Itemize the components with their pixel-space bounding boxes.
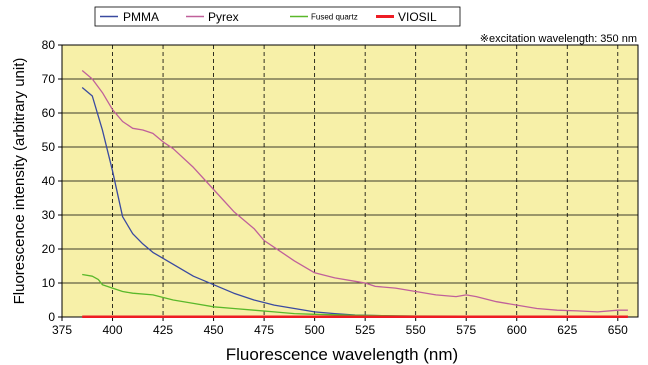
x-tick-label: 400 (103, 323, 123, 337)
y-tick-label: 30 (42, 208, 56, 222)
legend: PMMA Pyrex Fused quartz VIOSIL (94, 6, 461, 27)
x-tick-label: 425 (153, 323, 173, 337)
x-tick-label: 650 (608, 323, 628, 337)
x-axis-title: Fluorescence wavelength (nm) (226, 345, 458, 364)
legend-label-pmma: PMMA (123, 10, 159, 24)
legend-box (94, 6, 461, 27)
x-tick-label: 625 (557, 323, 577, 337)
y-tick-label: 40 (42, 174, 56, 188)
x-tick-label: 575 (456, 323, 476, 337)
x-tick-label: 475 (254, 323, 274, 337)
x-tick-label: 375 (52, 323, 72, 337)
series-line-pyrex (81, 70, 628, 313)
y-tick-label: 20 (42, 242, 56, 256)
legend-label-viosil: VIOSIL (398, 10, 437, 24)
x-tick-label: 600 (507, 323, 527, 337)
x-tick-label: 550 (406, 323, 426, 337)
y-tick-label: 0 (48, 310, 55, 324)
tick-labels: 0 10 20 30 40 50 60 70 80 375 400 425 450 475 500 525 55… (42, 38, 628, 337)
legend-label-fused-quartz: Fused quartz (311, 13, 358, 22)
excitation-note: ※excitation wavelength: 350 nm (480, 33, 637, 45)
y-tick-label: 80 (42, 38, 56, 52)
y-axis-title: Fluorescence intensity (arbitrary unit) (11, 58, 28, 305)
y-tick-label: 10 (42, 276, 56, 290)
gridlines (58, 44, 638, 321)
x-tick-label: 450 (204, 323, 224, 337)
x-tick-label: 500 (305, 323, 325, 337)
x-tick-label: 525 (355, 323, 375, 337)
y-tick-label: 70 (42, 72, 56, 86)
y-tick-label: 60 (42, 106, 56, 120)
y-tick-label: 50 (42, 140, 56, 154)
series-lines (81, 70, 628, 318)
legend-label-pyrex: Pyrex (208, 10, 239, 24)
series-line-fused-quartz (82, 273, 628, 317)
